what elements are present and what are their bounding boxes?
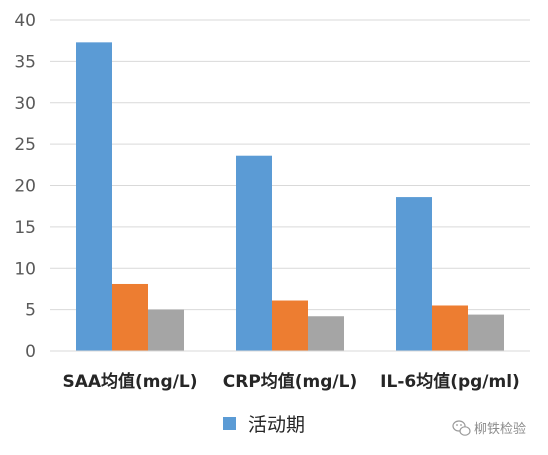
watermark-text: 柳铁检验 [474,421,526,437]
legend-label: 活动期 [248,414,305,436]
legend: 活动期 [223,414,305,436]
bar [468,314,504,351]
bar [308,316,344,351]
bar [76,42,112,351]
bar [272,300,308,351]
y-tick-label: 25 [14,135,36,155]
x-category-label: SAA均值(mg/L) [62,371,197,392]
y-tick-label: 0 [25,342,36,362]
bar [432,305,468,351]
wechat-icon [452,420,471,436]
x-category-label: CRP均值(mg/L) [223,371,358,392]
y-tick-label: 20 [14,177,36,197]
x-category-label: IL-6均值(pg/ml) [380,371,520,392]
legend-swatch [223,417,236,430]
bar [148,309,184,351]
y-tick-label: 35 [14,52,36,72]
bars [76,42,504,351]
bar [112,283,148,351]
y-tick-label: 40 [14,11,36,31]
y-tick-label: 5 [25,301,36,321]
y-tick-label: 15 [14,218,36,238]
y-tick-label: 10 [14,259,36,279]
watermark: 柳铁检验 [452,420,526,437]
gridlines [50,19,530,311]
y-tick-label: 30 [14,94,36,114]
bar [396,197,432,351]
bar [236,155,272,351]
y-axis-ticks: 0 5 10 15 20 25 30 35 40 [14,11,36,362]
x-axis-labels: SAA均值(mg/L) CRP均值(mg/L) IL-6均值(pg/ml) [62,371,519,392]
